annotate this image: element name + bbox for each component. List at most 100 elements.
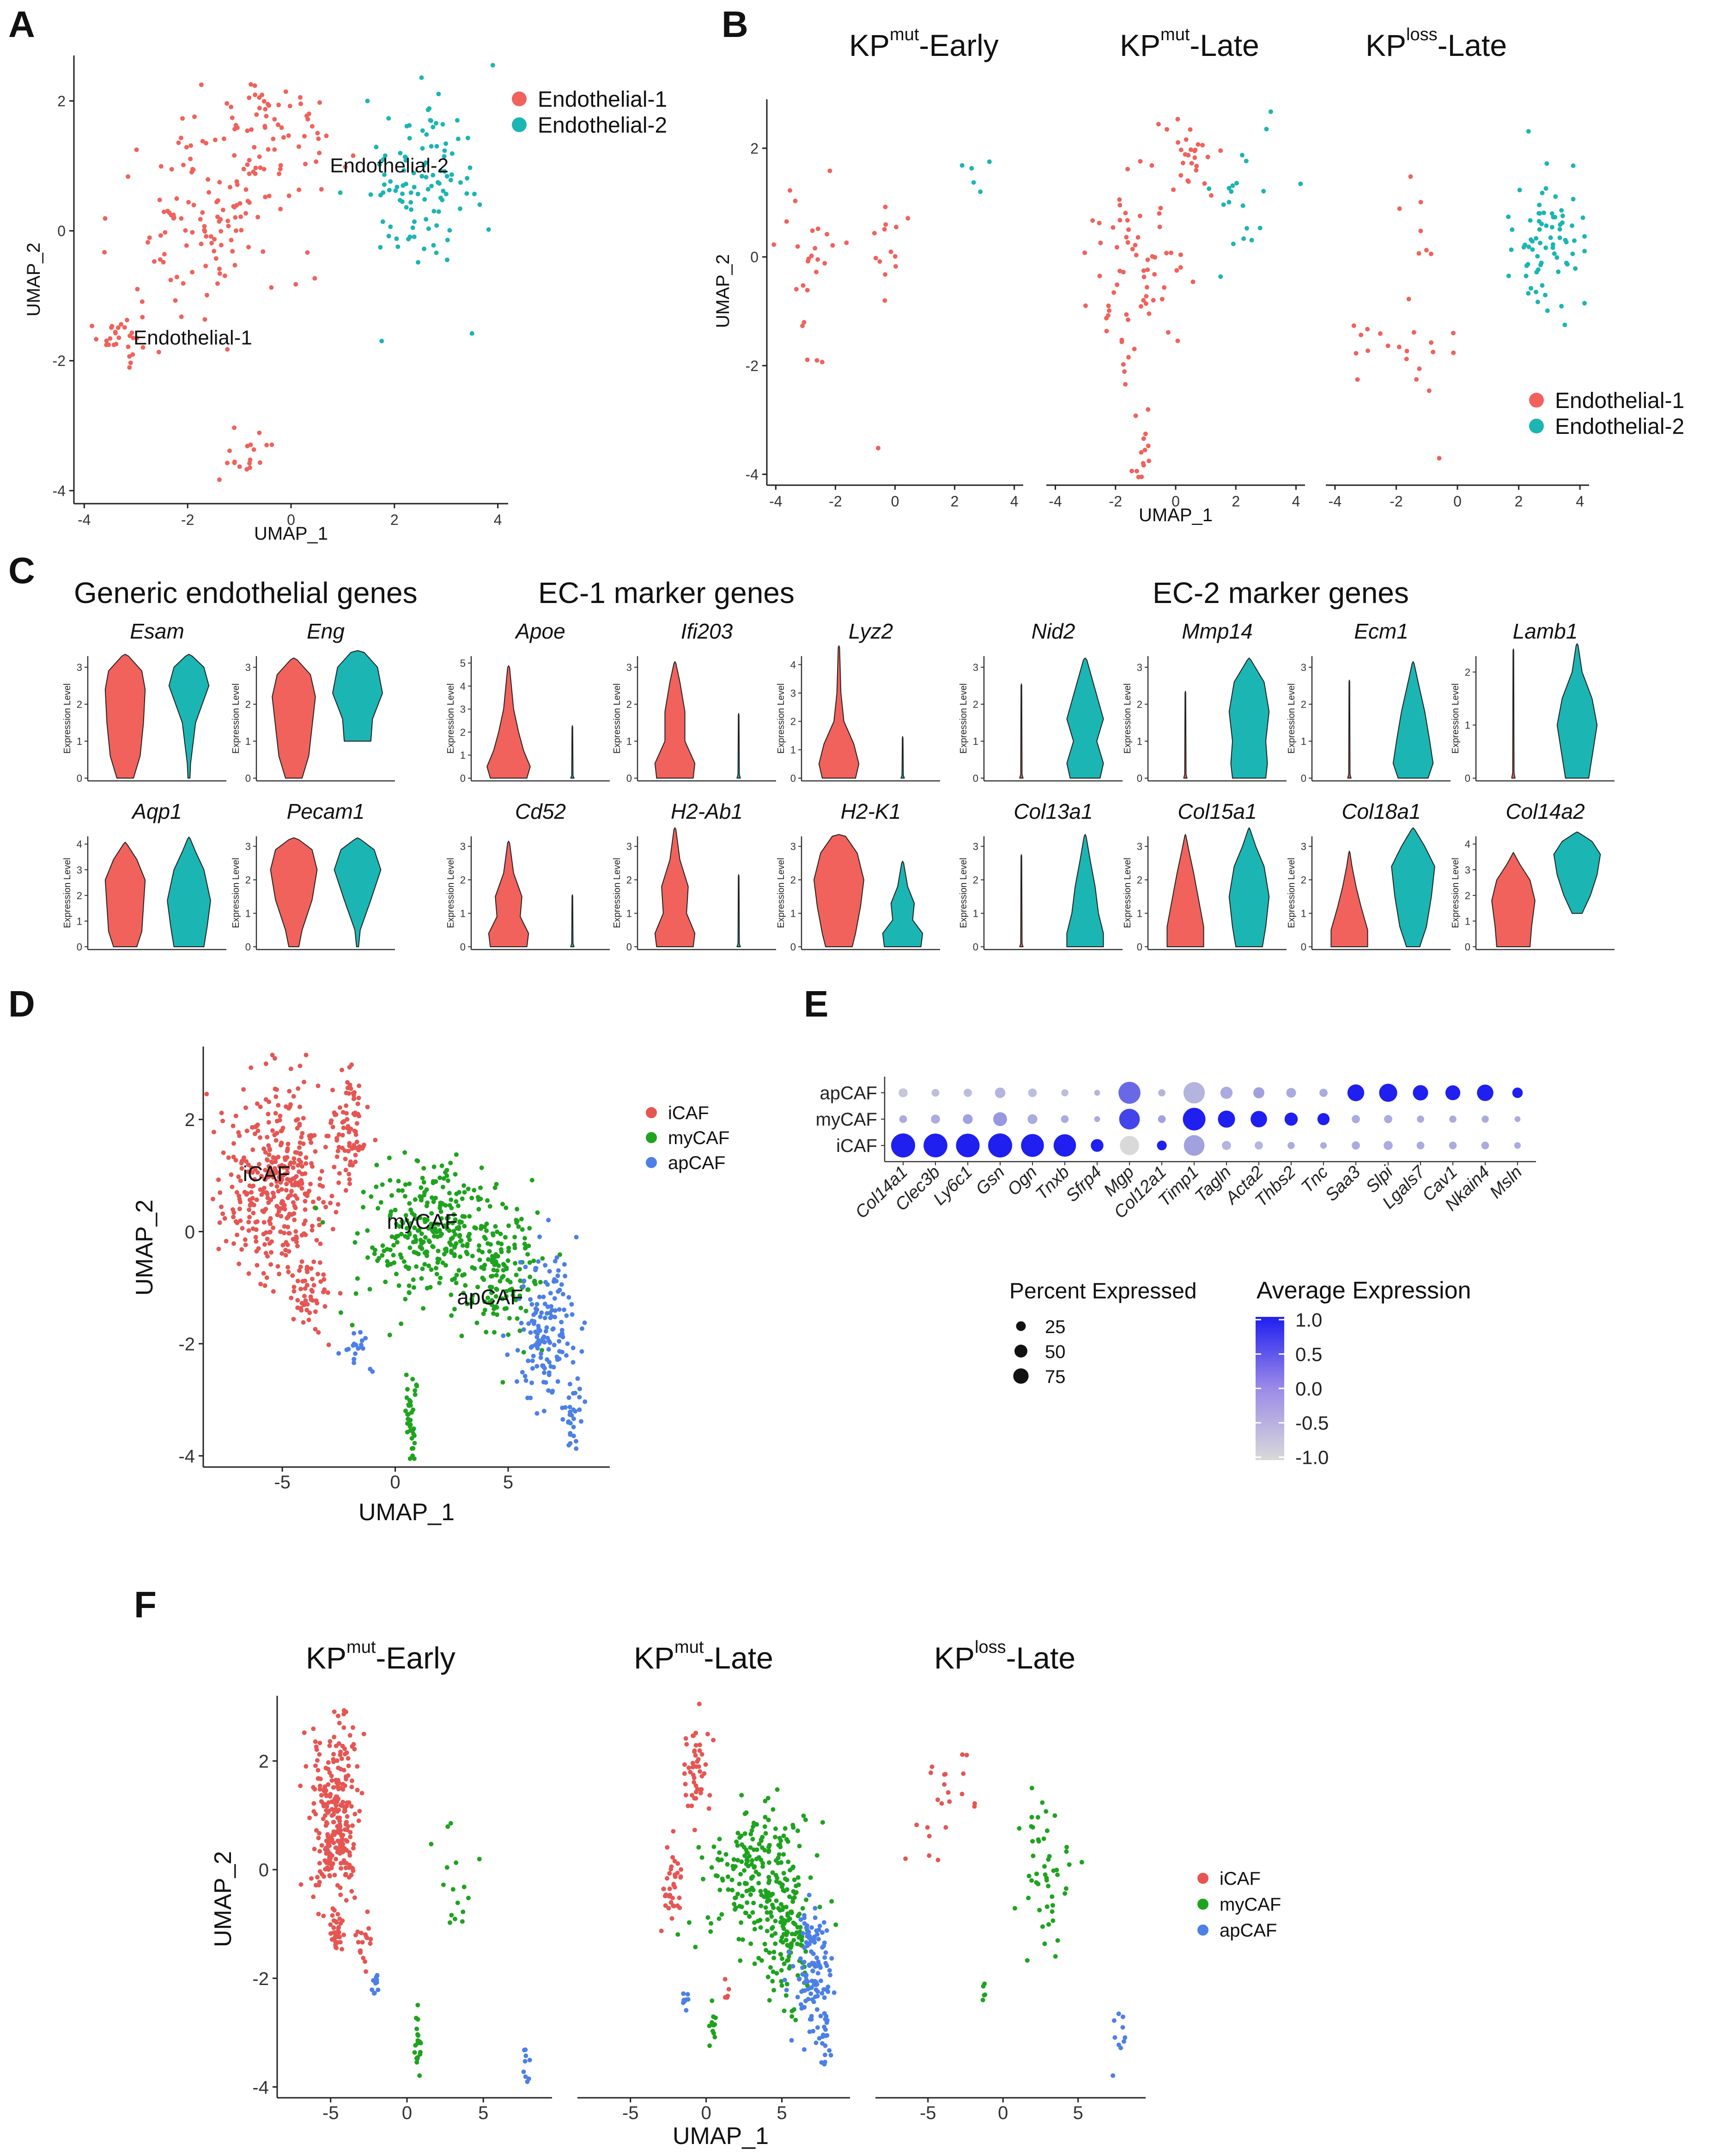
violin-col15a1-title: Col15a1 bbox=[1178, 799, 1257, 823]
apCAF-cell-point bbox=[517, 1296, 522, 1301]
iCAF-cell-point bbox=[330, 1088, 335, 1093]
apCAF-cell-point bbox=[539, 1310, 544, 1316]
myCAF-cell-point bbox=[399, 1255, 404, 1260]
myCAF-cell-point bbox=[350, 1322, 355, 1328]
violin-col14a2-y-axis-label: Expression Level bbox=[1451, 858, 1461, 928]
iCAF-cell-point bbox=[286, 1214, 291, 1219]
ec1-cell-point bbox=[1117, 268, 1123, 274]
Endothelial-2-cell-point bbox=[374, 145, 379, 150]
apcaf-cell-point bbox=[813, 1994, 818, 1999]
apCAF-cell-point bbox=[531, 1353, 536, 1358]
ec1-cell-point bbox=[1141, 268, 1146, 273]
iCAF-cell-point bbox=[320, 1184, 325, 1189]
mycaf-cell-point bbox=[735, 1843, 740, 1848]
iCAF-cell-point bbox=[269, 1239, 274, 1244]
panel-e-size-key-75 bbox=[1013, 1368, 1029, 1384]
Endothelial-1-cell-point bbox=[316, 136, 321, 141]
mycaf-cell-point bbox=[763, 1798, 768, 1803]
panel-e-dot-col12a1-mycaf bbox=[1158, 1115, 1166, 1123]
y-tick-label: 2 bbox=[259, 1751, 269, 1772]
ec1-cell-point bbox=[1365, 327, 1370, 332]
ec1-cell-point bbox=[1429, 340, 1434, 345]
mycaf-cell-point bbox=[796, 1882, 801, 1888]
myCAF-cell-point bbox=[516, 1224, 521, 1229]
panel-b-facet-3-points bbox=[1351, 129, 1587, 461]
mycaf-cell-point bbox=[789, 1931, 795, 1937]
icaf-cell-point bbox=[328, 1922, 333, 1927]
myCAF-cell-point bbox=[460, 1243, 465, 1248]
mycaf-cell-point bbox=[786, 1958, 791, 1963]
ec2-cell-point bbox=[1582, 249, 1587, 254]
ec1-cell-point bbox=[1145, 257, 1150, 262]
icaf-cell-point bbox=[323, 1823, 328, 1828]
iCAF-cell-point bbox=[254, 1227, 259, 1232]
apcaf-cell-point bbox=[814, 2040, 819, 2045]
iCAF-cell-point bbox=[292, 1218, 297, 1223]
iCAF-cell-point bbox=[239, 1247, 244, 1252]
myCAF-cell-point bbox=[410, 1376, 415, 1382]
mycaf-cell-point bbox=[756, 1955, 761, 1961]
Endothelial-2-cell-point bbox=[422, 246, 427, 251]
ec1-cell-point bbox=[894, 225, 899, 230]
Endothelial-1-cell-point bbox=[247, 200, 252, 205]
y-tick-label: -4 bbox=[252, 2077, 269, 2098]
ec1-cell-point bbox=[1416, 251, 1421, 256]
panel-e-dot-mgp-mycaf bbox=[1119, 1108, 1140, 1130]
apCAF-cell-point bbox=[566, 1395, 571, 1400]
Endothelial-2-cell-point bbox=[388, 224, 393, 229]
icaf-cell-point bbox=[960, 1752, 965, 1757]
iCAF-cell-point bbox=[306, 1317, 311, 1322]
myCAF-cell-point bbox=[418, 1215, 423, 1220]
myCAF-cell-point bbox=[409, 1436, 414, 1441]
mycaf-cell-point bbox=[1043, 1872, 1048, 1877]
myCAF-cell-point bbox=[466, 1186, 471, 1191]
panel-e-gene-label-msln: Msln bbox=[1486, 1163, 1526, 1202]
myCAF-cell-point bbox=[462, 1224, 467, 1229]
iCAF-cell-point bbox=[271, 1155, 276, 1160]
myCAF-cell-point bbox=[468, 1301, 474, 1306]
myCAF-cell-point bbox=[402, 1194, 407, 1199]
mycaf-cell-point bbox=[767, 1998, 772, 2003]
myCAF-cell-point bbox=[444, 1216, 449, 1221]
violin-cd52-y-axis-label: Expression Level bbox=[446, 858, 456, 928]
violin-apoe-tick-label: 0 bbox=[460, 773, 466, 784]
apCAF-cell-point bbox=[534, 1307, 540, 1312]
iCAF-cell-point bbox=[258, 1104, 263, 1109]
icaf-cell-point bbox=[331, 1840, 336, 1845]
Endothelial-1-cell-point bbox=[206, 177, 211, 182]
ec1-cell-point bbox=[822, 261, 827, 266]
icaf-cell-point bbox=[328, 1838, 334, 1843]
violin-esam-y-axis-label: Expression Level bbox=[62, 683, 73, 754]
mycaf-cell-point bbox=[769, 1914, 774, 1919]
icaf-cell-point bbox=[689, 1803, 694, 1809]
apcaf-cell-point bbox=[822, 1995, 827, 2000]
myCAF-cell-point bbox=[462, 1190, 467, 1195]
Endothelial-1-cell-point bbox=[233, 215, 238, 220]
apcaf-cell-point bbox=[797, 1977, 802, 1982]
mycaf-cell-point bbox=[723, 1852, 729, 1857]
icaf-cell-point bbox=[690, 1733, 695, 1738]
mycaf-cell-point bbox=[733, 1864, 738, 1869]
panel-e-dot-col14a1-apcaf bbox=[898, 1088, 908, 1097]
iCAF-cell-point bbox=[289, 1212, 294, 1217]
ec1-cell-point bbox=[1437, 456, 1442, 461]
icaf-cell-point bbox=[722, 1977, 728, 1982]
Endothelial-1-cell-point bbox=[215, 198, 220, 203]
iCAF-cell-point bbox=[318, 1241, 323, 1246]
ec2-cell-point bbox=[1563, 238, 1568, 243]
myCAF-cell-point bbox=[446, 1221, 451, 1226]
Endothelial-2-cell-point bbox=[424, 175, 429, 180]
iCAF-cell-point bbox=[322, 1304, 328, 1309]
icaf-cell-point bbox=[317, 1880, 322, 1885]
ec1-cell-point bbox=[1218, 148, 1223, 153]
myCAF-cell-point bbox=[431, 1164, 437, 1169]
icaf-cell-point bbox=[330, 1906, 335, 1911]
apCAF-cell-point bbox=[574, 1235, 579, 1240]
icaf-cell-point bbox=[317, 1787, 322, 1792]
mycaf-cell-point bbox=[770, 1870, 775, 1875]
icaf-cell-point bbox=[321, 1913, 326, 1918]
violin-h2-k1-tick-label: 1 bbox=[790, 908, 796, 920]
ec2-cell-point bbox=[1571, 196, 1576, 201]
apcaf-cell-point bbox=[828, 1973, 833, 1978]
